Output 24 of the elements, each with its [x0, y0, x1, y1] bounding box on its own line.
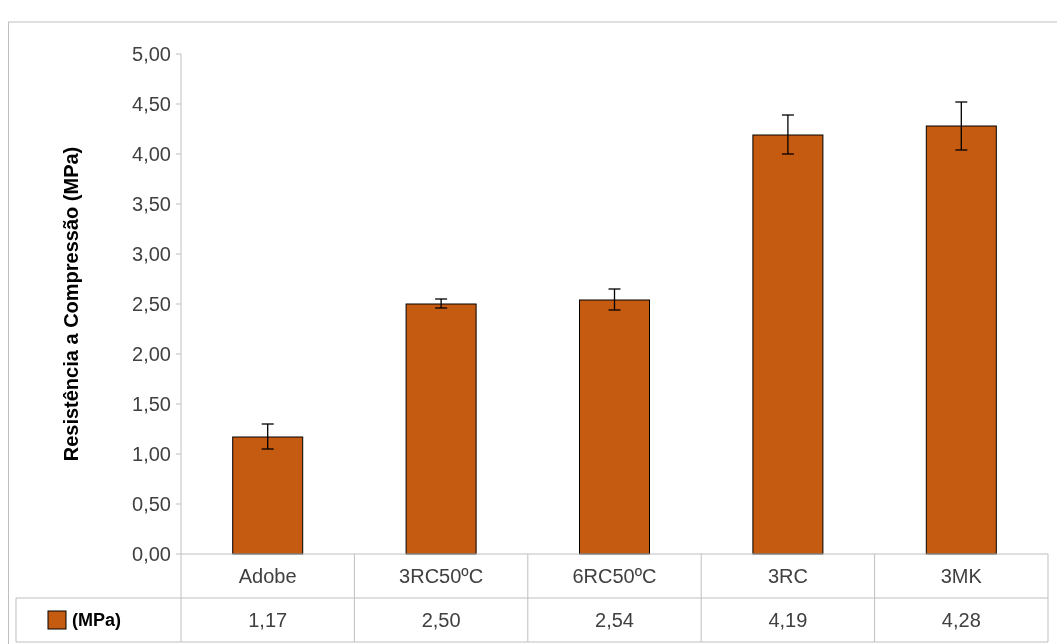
y-tick-label: 0,50	[132, 493, 171, 515]
y-tick-label: 2,50	[132, 293, 171, 315]
y-tick-label: 1,00	[132, 443, 171, 465]
y-tick-label: 4,00	[132, 143, 171, 165]
y-tick-label: 5,00	[132, 43, 171, 65]
y-tick-label: 3,00	[132, 243, 171, 265]
x-tick-label: 6RC50ºC	[572, 565, 657, 587]
x-tick-label: Adobe	[238, 565, 297, 587]
y-tick-label: 2,00	[132, 343, 171, 365]
y-tick-label: 3,50	[132, 193, 171, 215]
y-tick-label: 0,00	[132, 543, 171, 565]
data-label: 4,28	[941, 609, 981, 631]
y-tick-label: 1,50	[132, 393, 171, 415]
data-label: 1,17	[248, 609, 288, 631]
bar	[405, 303, 477, 555]
x-tick-label: 3RC	[767, 565, 808, 587]
x-tick-label: 3RC50ºC	[399, 565, 484, 587]
x-tick-label: 3MK	[940, 565, 983, 587]
data-label: 2,50	[421, 609, 461, 631]
data-label: 4,19	[768, 609, 808, 631]
y-tick-label: 4,50	[132, 93, 171, 115]
legend-label: (MPa)	[72, 610, 121, 631]
y-axis-title: Resistência a Compressão (MPa)	[60, 146, 82, 462]
data-label: 2,54	[595, 609, 634, 631]
